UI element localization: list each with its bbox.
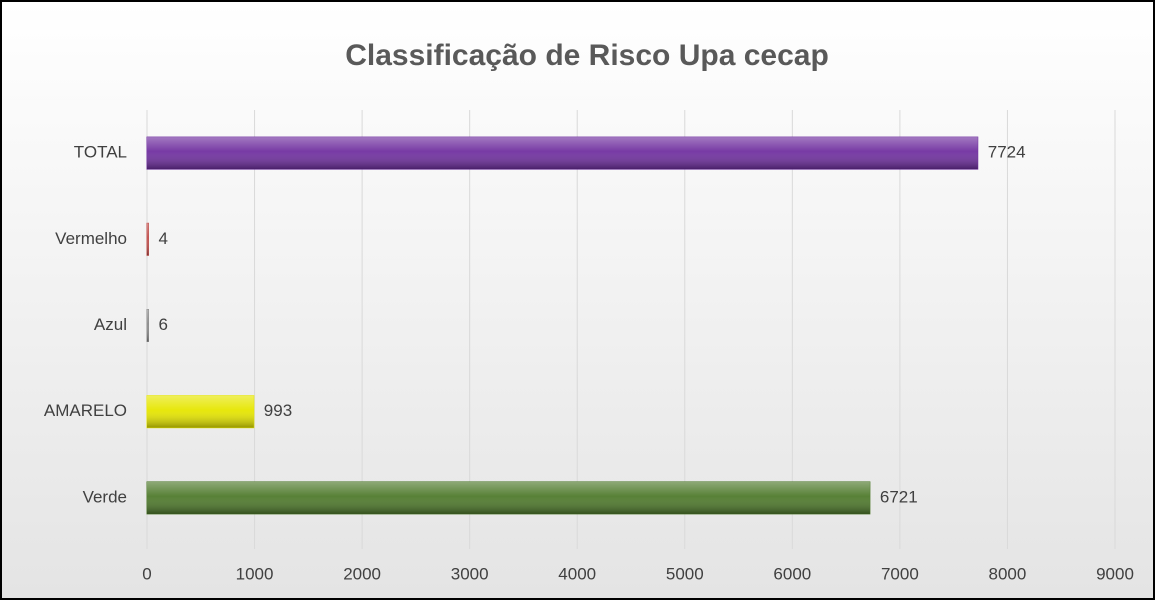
x-tick-label: 5000 xyxy=(666,564,704,583)
bar xyxy=(146,222,149,256)
bar xyxy=(146,395,255,429)
x-tick-label: 3000 xyxy=(451,564,489,583)
x-tick-label: 0 xyxy=(142,564,151,583)
bar xyxy=(146,136,979,170)
x-tick-label: 8000 xyxy=(989,564,1027,583)
data-label: 4 xyxy=(159,229,168,248)
x-tick-label: 7000 xyxy=(881,564,919,583)
x-tick-label: 6000 xyxy=(773,564,811,583)
y-tick-label: AMARELO xyxy=(44,401,127,420)
bar xyxy=(146,309,149,342)
data-label: 6721 xyxy=(880,487,918,506)
data-label: 993 xyxy=(264,401,292,420)
data-label: 6 xyxy=(159,315,168,334)
y-tick-label: Verde xyxy=(83,487,127,506)
x-tick-label: 9000 xyxy=(1096,564,1134,583)
data-label: 7724 xyxy=(988,143,1026,162)
y-tick-label: Vermelho xyxy=(55,229,127,248)
x-tick-label: 2000 xyxy=(343,564,381,583)
y-tick-label: Azul xyxy=(94,315,127,334)
bar xyxy=(146,481,871,515)
x-tick-label: 4000 xyxy=(558,564,596,583)
y-tick-label: TOTAL xyxy=(74,143,127,162)
chart-title: Classificação de Risco Upa cecap xyxy=(345,39,829,72)
x-tick-label: 1000 xyxy=(236,564,274,583)
